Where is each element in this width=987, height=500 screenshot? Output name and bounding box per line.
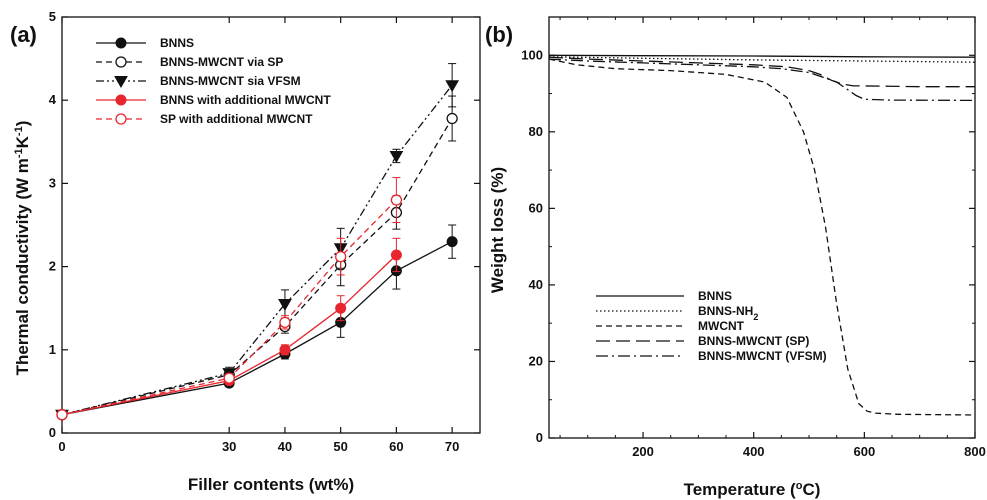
y-tick-label: 4 xyxy=(49,92,57,107)
plot-frame xyxy=(61,16,481,434)
x-tick-label: 200 xyxy=(632,444,654,459)
x-tick-label: 30 xyxy=(222,439,236,454)
y-tick-label: 5 xyxy=(49,9,56,24)
plot-frame xyxy=(548,16,976,439)
y-tick-label: 80 xyxy=(529,124,543,139)
data-point xyxy=(279,344,291,356)
data-point xyxy=(335,250,347,263)
series-line xyxy=(548,56,976,63)
data-point xyxy=(446,112,458,125)
panel-b-y-axis-title: Weight loss (%) xyxy=(488,167,507,293)
series-line xyxy=(548,54,976,58)
x-tick-label: 800 xyxy=(964,444,986,459)
series-line xyxy=(548,56,975,88)
data-point xyxy=(278,299,292,312)
y-tick-label: 40 xyxy=(529,277,543,292)
y-tick-label: 100 xyxy=(521,47,543,62)
legend-label: BNNS xyxy=(160,36,194,50)
y-tick-label: 0 xyxy=(536,430,543,445)
series-5 xyxy=(548,58,976,102)
panel-b-x-axis-title-part: Temperature ( xyxy=(684,480,796,499)
data-point xyxy=(279,316,291,328)
legend-label-subscript: 2 xyxy=(753,312,758,322)
legend-label: SP with additional MWCNT xyxy=(160,112,313,126)
panel-a-y-axis-title-part: K xyxy=(13,135,32,148)
x-tick-label: 40 xyxy=(278,439,292,454)
series-3 xyxy=(548,58,976,416)
series-line xyxy=(548,58,976,102)
series-1 xyxy=(548,54,976,58)
legend-label: MWCNT xyxy=(698,319,745,333)
legend-label: BNNS-MWCNT via SP xyxy=(160,55,283,69)
series-line xyxy=(548,58,976,416)
series-4 xyxy=(56,237,402,421)
panel-a-y-axis-title-exponent: -1 xyxy=(13,126,25,136)
data-point xyxy=(115,56,127,68)
x-tick-label: 400 xyxy=(743,444,765,459)
x-tick-label: 70 xyxy=(445,439,459,454)
legend-label: BNNS xyxy=(698,289,732,303)
data-point xyxy=(445,80,459,93)
data-point xyxy=(390,194,403,206)
series-line xyxy=(61,84,453,416)
panel-a-label: (a) xyxy=(10,22,37,47)
panel-b-x-axis-title-degree: o xyxy=(796,480,803,492)
legend: BNNS BNNS-MWCNT via SP BNNS-MWCNT sia VFSM… xyxy=(96,36,331,126)
legend-label: BNNS-MWCNT sia VFSM xyxy=(160,74,301,88)
panel-a-y-axis-title-part: ) xyxy=(13,121,32,127)
series-line xyxy=(61,118,453,416)
panel-a-x-axis-title: Filler contents (wt%) xyxy=(188,475,354,494)
series-line xyxy=(61,254,397,416)
series-5 xyxy=(56,177,403,421)
data-point xyxy=(115,37,127,49)
data-point xyxy=(389,150,404,163)
data-point xyxy=(223,372,235,384)
data-point xyxy=(390,249,402,261)
data-point xyxy=(115,113,127,125)
legend-label: BNNS-MWCNT (VFSM) xyxy=(698,349,827,363)
panel-b-x-axis-title-part: C) xyxy=(802,480,820,499)
panel-b-label: (b) xyxy=(485,22,513,47)
data-point xyxy=(115,94,127,106)
series-2 xyxy=(548,56,976,63)
x-tick-label: 60 xyxy=(389,439,403,454)
data-point xyxy=(446,236,458,248)
y-tick-label: 1 xyxy=(49,342,56,357)
panel-a-y-axis-title: Thermal conductivity (W m-1K-1) xyxy=(13,121,32,376)
legend-label-part: BNNS-NH xyxy=(698,304,753,318)
legend-label: BNNS-MWCNT (SP) xyxy=(698,334,809,348)
y-tick-label: 20 xyxy=(529,353,543,368)
x-tick-label: 50 xyxy=(333,439,347,454)
data-point xyxy=(114,76,128,89)
x-tick-label: 600 xyxy=(853,444,875,459)
y-tick-label: 0 xyxy=(49,425,56,440)
legend-label: BNNS with additional MWCNT xyxy=(160,93,331,107)
panel-b: (b) Weight loss (%) Temperature (oC) 200… xyxy=(485,16,986,499)
series-4 xyxy=(548,56,975,88)
data-point xyxy=(56,409,68,421)
panel-b-x-axis-title: Temperature (oC) xyxy=(684,480,821,499)
panel-a-y-axis-title-exponent: -1 xyxy=(13,148,25,158)
data-point xyxy=(335,302,347,314)
legend-label: BNNS-NH2 xyxy=(698,304,758,322)
series-line xyxy=(61,241,453,416)
y-tick-label: 60 xyxy=(529,200,543,215)
panel-a-y-axis-title-part: Thermal conductivity (W m xyxy=(13,158,32,375)
panel-a: (a) Thermal conductivity (W m-1K-1) Fill… xyxy=(10,9,481,494)
x-tick-label: 0 xyxy=(58,439,65,454)
y-tick-label: 2 xyxy=(49,259,56,274)
y-tick-label: 3 xyxy=(49,175,56,190)
